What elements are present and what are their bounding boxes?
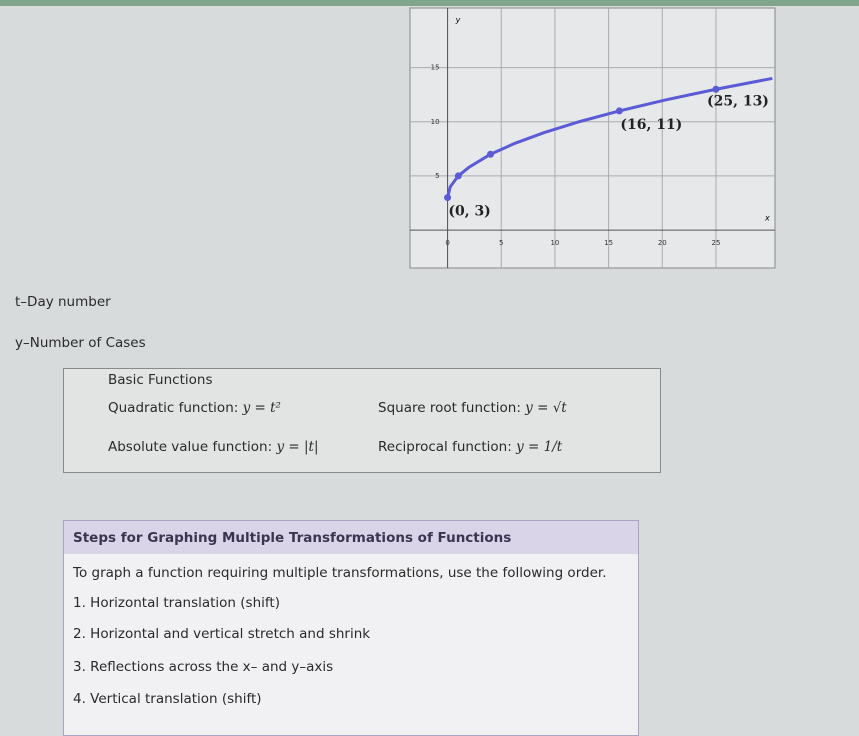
step: 4. Vertical translation (shift) <box>73 691 262 707</box>
steps-intro: To graph a function requiring multiple t… <box>73 565 607 581</box>
plot-area <box>409 7 776 269</box>
variable: t–Day number <box>15 294 111 310</box>
steps-title: Steps for Graphing Multiple Transformati… <box>73 530 512 546</box>
step: 2. Horizontal and vertical stretch and s… <box>73 626 371 642</box>
function: Square root function: y = √t <box>378 400 567 416</box>
step: 3. Reflections across the x– and y–axis <box>73 659 334 675</box>
point-label: (16, 11) <box>620 117 682 133</box>
y-tick-label: 10 <box>431 118 440 126</box>
function-name: Quadratic function: <box>108 400 239 416</box>
function: Quadratic function: y = t² <box>108 400 281 416</box>
x-tick-label: 10 <box>550 239 559 247</box>
steps-header <box>64 521 638 554</box>
point <box>615 107 623 115</box>
point <box>444 194 452 202</box>
x-tick-label: 15 <box>604 239 613 247</box>
point <box>454 172 462 180</box>
function: Absolute value function: y = |t| <box>108 439 319 455</box>
step: 1. Horizontal translation (shift) <box>73 595 280 611</box>
graph: 051015202551015xy(0, 3)(16, 11)(25, 13) <box>409 7 776 269</box>
x-tick-label: 5 <box>499 239 503 247</box>
x-tick-label: 25 <box>711 239 720 247</box>
function-name: Reciprocal function: <box>378 439 512 455</box>
y-tick-label: 5 <box>435 172 439 180</box>
y-axis-label: y <box>455 16 461 25</box>
point <box>712 85 720 93</box>
formula: y = 1/t <box>516 439 563 455</box>
function: Reciprocal function: y = 1/t <box>378 439 562 455</box>
point-label: (25, 13) <box>707 93 769 109</box>
formula: y = t² <box>242 400 281 416</box>
function-name: Square root function: <box>378 400 521 416</box>
x-tick-label: 20 <box>658 239 667 247</box>
formula: y = |t| <box>276 439 319 455</box>
point-label: (0, 3) <box>448 204 490 220</box>
function-name: Absolute value function: <box>108 439 273 455</box>
basic-functions-box: Basic Functions Quadratic function: y = … <box>63 368 661 473</box>
box-title: Basic Functions <box>108 372 213 388</box>
variable: y–Number of Cases <box>15 335 146 351</box>
steps-box: Steps for Graphing Multiple Transformati… <box>63 520 639 736</box>
point <box>487 150 495 158</box>
y-tick-label: 15 <box>431 64 440 72</box>
top-strip <box>0 0 859 6</box>
formula: y = √t <box>525 400 567 416</box>
x-axis-label: x <box>764 214 770 223</box>
